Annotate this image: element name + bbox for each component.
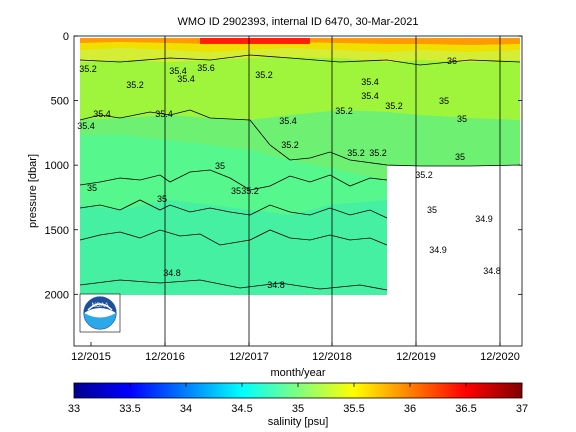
contour-label: 35.4 [169,66,187,76]
x-axis-label: month/year [270,367,325,379]
colorbar-tick-label: 35.5 [343,403,364,415]
contour-label: 35.4 [361,77,379,87]
contour-label: 35.4 [279,116,297,126]
contour-label: 34.9 [475,214,493,224]
x-tick-label: 12/2018 [312,351,352,363]
contour-label: 35.4 [155,109,173,119]
contour-label: 35.2 [385,101,403,111]
contour-35-b [79,199,388,219]
contour-label: 35.2 [79,64,97,74]
noaa-logo: NOAA [79,293,121,333]
y-tick-label: 500 [51,96,69,108]
y-tick-label: 1500 [45,225,69,237]
contour-label: 35.2 [241,186,259,196]
plot-frame [73,35,523,347]
shallow-period-blank [387,166,522,346]
salinity-layer-surface-max [200,38,310,44]
plot-area [79,38,522,346]
y-axis-label: pressure [dbar] [27,154,39,228]
contour-label: 35 [87,183,97,193]
contour-34-8 [79,279,388,291]
colorbar-tick-label: 35 [292,403,304,415]
contour-label: 35.2 [281,140,299,150]
contour-label: 35 [457,114,467,124]
y-tick-label: 2000 [45,289,69,301]
contour-34-9 [79,229,388,246]
colorbar-ticks: 33 33.5 34 34.5 35 35.5 36 36.5 37 [68,383,528,415]
contour-label: 34.8 [267,280,285,290]
contour-label: 35.4 [361,91,379,101]
contour-label: 35.4 [177,74,195,84]
contour-label: 35 [215,161,225,171]
noaa-logo-text: NOAA [91,303,108,309]
x-tick-label: 12/2020 [480,351,520,363]
contour-label: 34.8 [483,266,501,276]
colorbar-tick-label: 34 [180,403,192,415]
x-tick-label: 12/2019 [396,351,436,363]
contour-label: 35.2 [369,148,387,158]
y-tick-label: 1000 [45,160,69,172]
contour-label: 34.8 [163,268,181,278]
contour-label: 35.2 [347,148,365,158]
colorbar-tick-label: 33.5 [119,403,140,415]
contour-label: 35 [157,194,167,204]
contour-label: 35.6 [197,63,215,73]
colorbar-tick-label: 37 [516,403,528,415]
contour-label: 36 [447,56,457,66]
contour-label: 35 [231,186,241,196]
contour-label: 35 [455,152,465,162]
contour-35-4 [79,54,521,66]
contour-label: 35.2 [415,170,433,180]
chart-title: WMO ID 2902393, internal ID 6470, 30-Mar… [178,16,419,28]
grid-lines [164,36,501,346]
colorbar-tick-label: 36 [404,403,416,415]
x-tick-label: 12/2016 [145,351,185,363]
colorbar-label: salinity [psu] [268,416,329,428]
contour-label: 35 [427,205,437,215]
contour-35-2 [79,109,521,167]
y-tick-label: 0 [63,31,69,43]
contour-label: 35.2 [335,106,353,116]
x-tick-label: 12/2015 [71,351,111,363]
contour-label: 35.4 [93,109,111,119]
colorbar-tick-label: 36.5 [455,403,476,415]
contour-label: 35.2 [126,80,144,90]
colorbar-tick-label: 34.5 [231,403,252,415]
contour-label: 35.4 [77,121,95,131]
y-axis: 0 500 1000 1500 2000 [45,31,522,301]
colorbar-tick-label: 33 [68,403,80,415]
contour-label: 35 [439,96,449,106]
x-tick-label: 12/2017 [229,351,269,363]
contour-label: 35.2 [255,70,273,80]
x-axis: 12/2015 12/2016 12/2017 12/2018 12/2019 12/20… [71,342,520,363]
contour-35 [79,169,388,191]
contour-label: 34.9 [429,245,447,255]
